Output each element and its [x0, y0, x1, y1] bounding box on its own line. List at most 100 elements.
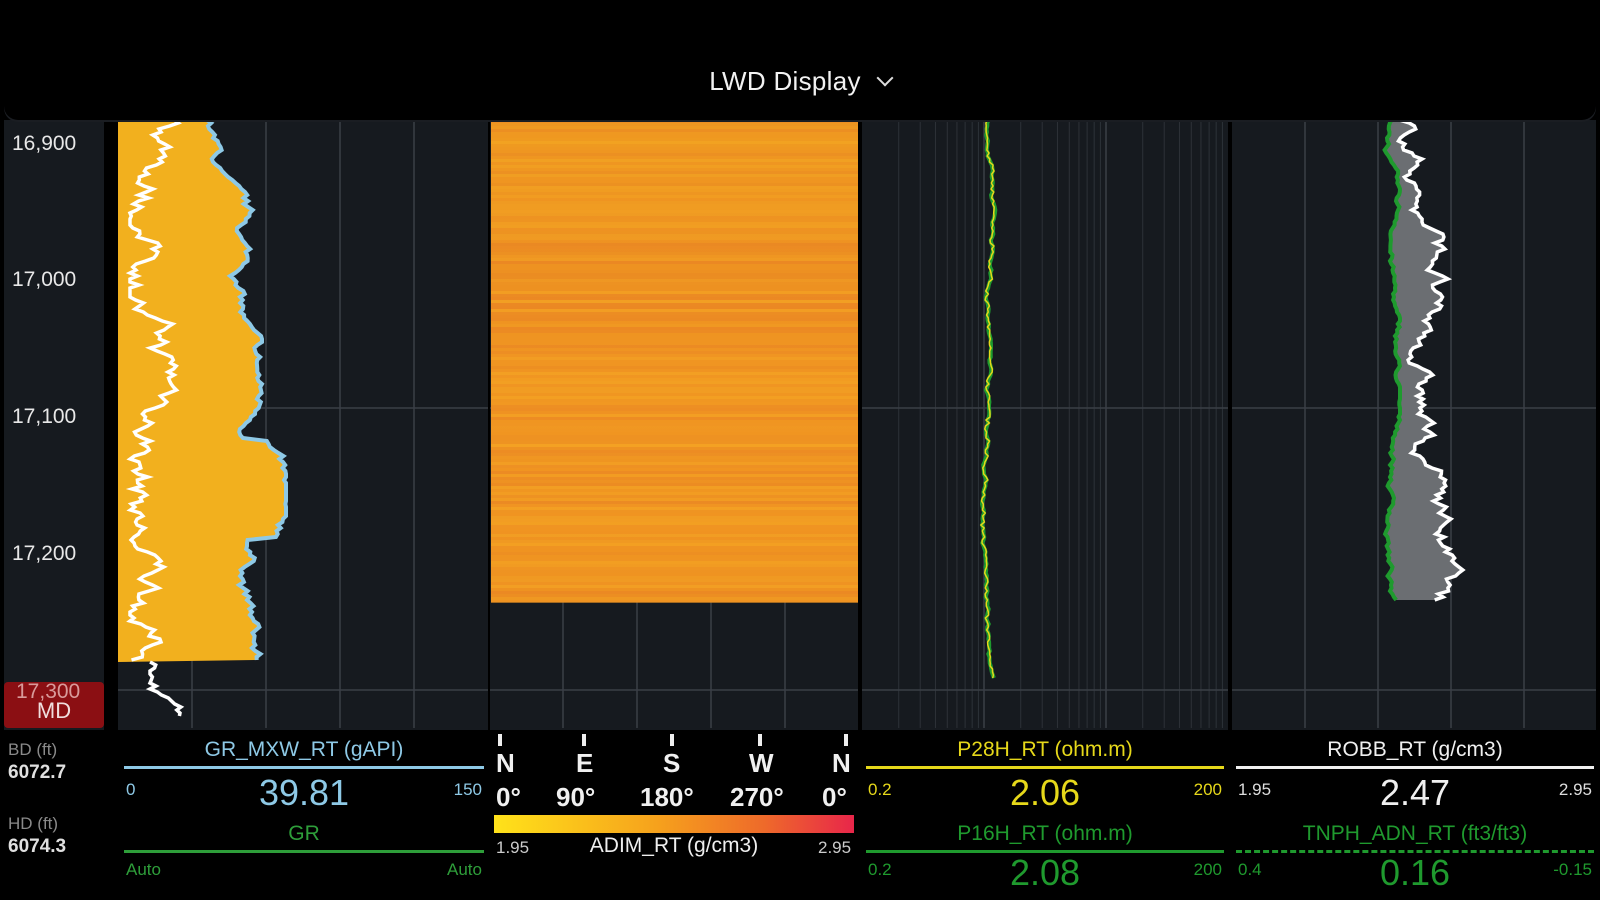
- image-stripe: [491, 537, 858, 540]
- image-stripe: [491, 393, 858, 396]
- den-curve2-max: -0.15: [1553, 860, 1592, 879]
- image-stripe: [491, 339, 858, 342]
- image-stripe: [491, 159, 858, 162]
- image-scale-name: ADIM_RT (g/cm3): [589, 834, 759, 857]
- den-curve2-line: [1236, 850, 1594, 853]
- image-stripe: [491, 522, 858, 525]
- image-stripe: [491, 438, 858, 441]
- image-stripe: [491, 513, 858, 516]
- image-color-scale[interactable]: [494, 815, 854, 833]
- image-stripe: [491, 576, 858, 579]
- image-stripe: [491, 330, 858, 333]
- density-curve: [1395, 118, 1466, 602]
- image-stripe: [491, 477, 858, 480]
- image-stripe: [491, 462, 858, 465]
- gr-fill: [118, 120, 286, 662]
- image-stripe: [491, 549, 858, 552]
- image-stripe: [491, 543, 858, 546]
- image-stripe: [491, 141, 858, 144]
- image-stripe: [491, 309, 858, 312]
- degree-0-end: 0°: [822, 782, 847, 812]
- den-curve2-header[interactable]: TNPH_ADN_RT (ft3/ft3) 0.4 0.16 -0.15: [1236, 820, 1594, 894]
- image-stripe: [491, 306, 858, 309]
- image-stripe: [491, 288, 858, 291]
- image-stripe: [491, 198, 858, 201]
- image-stripe: [491, 342, 858, 345]
- gr-curve-white-tail: [145, 660, 185, 717]
- image-stripe: [491, 534, 858, 537]
- image-stripe: [491, 180, 858, 183]
- image-stripe: [491, 519, 858, 522]
- image-stripe: [491, 366, 858, 369]
- image-stripe: [491, 126, 858, 129]
- gr-curve1-header[interactable]: GR_MXW_RT (gAPI) 0 39.81 150: [124, 736, 484, 813]
- image-stripe: [491, 555, 858, 558]
- image-stripe: [491, 225, 858, 228]
- res-curve2-header[interactable]: P16H_RT (ohm.m) 0.2 2.08 200: [866, 820, 1224, 894]
- image-stripe: [491, 165, 858, 168]
- image-stripe: [491, 369, 858, 372]
- image-stripe: [491, 144, 858, 147]
- gr-curve2-max: Auto: [447, 860, 482, 879]
- image-stripe: [491, 480, 858, 483]
- image-stripe: [491, 216, 858, 219]
- gr-curve2-header[interactable]: GR Auto Auto: [124, 820, 484, 880]
- gr-curve1-min: 0: [126, 780, 136, 799]
- res-curve1-min: 0.2: [868, 780, 892, 799]
- image-stripe: [491, 567, 858, 570]
- compass-ticks: [498, 734, 848, 746]
- image-scale-max: 2.95: [818, 838, 852, 857]
- gr-curve2-min: Auto: [126, 860, 161, 879]
- image-stripe: [491, 336, 858, 339]
- header-bar: LWD Display: [4, 0, 1596, 120]
- image-stripe: [491, 564, 858, 567]
- image-stripe: [491, 249, 858, 252]
- image-stripe: [491, 228, 858, 231]
- gr-curve2-name: GR: [288, 822, 320, 845]
- image-stripe: [491, 504, 858, 507]
- image-stripe: [491, 411, 858, 414]
- image-stripe: [491, 192, 858, 195]
- compass-w: W: [749, 748, 774, 778]
- image-stripe: [491, 219, 858, 222]
- image-stripe: [491, 381, 858, 384]
- res-curve1-value: 2.06: [1009, 772, 1081, 813]
- image-stripe: [491, 294, 858, 297]
- image-stripe: [491, 495, 858, 498]
- bd-value: 6072.7: [8, 762, 67, 783]
- image-stripe: [491, 390, 858, 393]
- image-stripe: [491, 267, 858, 270]
- image-stripe: [491, 387, 858, 390]
- image-stripe: [491, 579, 858, 582]
- image-stripe: [491, 297, 858, 300]
- md-label: MD: [36, 698, 72, 723]
- image-stripe: [491, 324, 858, 327]
- chevron-down-icon[interactable]: [876, 69, 894, 87]
- image-stripe: [491, 423, 858, 426]
- image-stripe: [491, 291, 858, 294]
- gr-curve1-name: GR_MXW_RT (gAPI): [204, 738, 404, 761]
- compass-s: S: [663, 748, 681, 778]
- md-badge[interactable]: 17,300 MD: [4, 680, 104, 728]
- image-stripe: [491, 456, 858, 459]
- den-curve1-header[interactable]: ROBB_RT (g/cm3) 1.95 2.47 2.95: [1236, 736, 1594, 813]
- image-stripe: [491, 570, 858, 573]
- image-stripe: [491, 588, 858, 591]
- image-stripe: [491, 357, 858, 360]
- hd-value: 6074.3: [8, 836, 67, 857]
- image-stripe: [491, 516, 858, 519]
- image-stripe: [491, 279, 858, 282]
- image-stripe: [491, 168, 858, 171]
- compass-n-end: N: [832, 748, 851, 778]
- image-stripe: [491, 429, 858, 432]
- log-tracks-canvas: [118, 118, 1596, 728]
- resistivity-track[interactable]: [862, 120, 1228, 730]
- image-stripe: [491, 300, 858, 303]
- image-stripe: [491, 171, 858, 174]
- display-selector[interactable]: LWD Display: [4, 66, 1596, 97]
- image-stripe: [491, 282, 858, 285]
- image-stripe: [491, 270, 858, 273]
- image-stripe: [491, 162, 858, 165]
- degree-0: 0°: [496, 782, 521, 812]
- res-curve1-header[interactable]: P28H_RT (ohm.m) 0.2 2.06 200: [866, 736, 1224, 813]
